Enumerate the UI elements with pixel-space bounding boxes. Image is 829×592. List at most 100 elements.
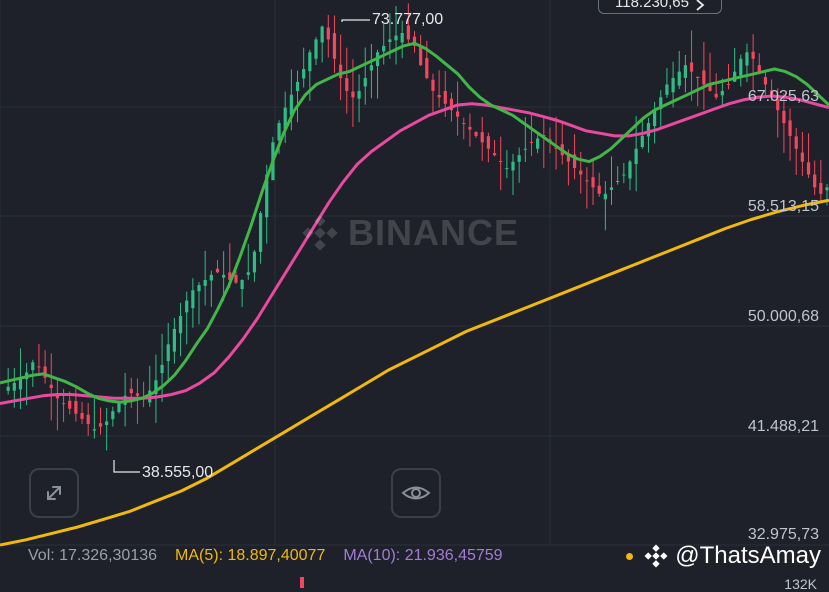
candle-body — [486, 136, 490, 149]
ma-fast-line — [0, 41, 829, 404]
candle-body — [98, 423, 103, 427]
candle-body — [708, 83, 712, 91]
price-axis-label: 67.025,63 — [747, 88, 819, 105]
candle-body — [794, 136, 798, 149]
candle-body — [265, 174, 269, 218]
candle-body — [733, 71, 737, 82]
candle-body — [191, 290, 195, 309]
high-annotation-leader — [341, 19, 370, 22]
candle-body — [289, 94, 293, 116]
price-axis-label: 32.975,73 — [747, 526, 819, 543]
candle-body — [720, 90, 724, 96]
candle-body — [757, 65, 761, 72]
candle-body — [449, 98, 454, 111]
candle-body — [751, 51, 755, 59]
candle-body — [689, 62, 694, 72]
candle-body — [776, 98, 780, 111]
candle-body — [800, 152, 804, 162]
candle-body — [702, 70, 706, 85]
candle-body — [443, 91, 447, 104]
ma10-value: MA(10): 21.936,45759 — [343, 547, 503, 564]
low-price-annotation: 38.555,00 — [142, 464, 214, 481]
candle-body — [6, 386, 10, 391]
candle-body — [49, 384, 53, 389]
expand-button[interactable] — [29, 468, 79, 518]
candle-body — [763, 77, 768, 85]
candle-body — [609, 187, 614, 190]
candle-body — [178, 316, 183, 334]
binance-logo-icon — [302, 215, 338, 251]
candle-body — [554, 147, 558, 149]
candle-body — [228, 272, 232, 280]
candle-body — [585, 180, 589, 182]
candle-body — [215, 268, 220, 273]
candle-body — [677, 71, 681, 86]
candle-body — [234, 274, 238, 283]
candle-body — [739, 58, 743, 76]
candle-body — [400, 33, 404, 43]
candle-body — [566, 153, 571, 162]
candle-body — [431, 79, 435, 91]
candle-body — [154, 380, 158, 395]
candle-body — [302, 69, 306, 79]
candle-body — [425, 58, 429, 79]
candle-body — [363, 78, 367, 87]
candle-body — [222, 274, 226, 278]
candle-body — [591, 177, 595, 188]
expand-icon — [47, 486, 61, 500]
candle-body — [246, 272, 250, 275]
price-axis-label: 50.000,68 — [747, 308, 819, 325]
volume-axis-label: 132K — [784, 576, 817, 592]
candle-body — [197, 285, 201, 292]
candle-body — [86, 414, 90, 425]
watermark-text: BINANCE — [348, 212, 520, 253]
candle-body — [258, 213, 263, 252]
candle-body — [369, 65, 374, 71]
binance-watermark: BINANCE — [300, 212, 519, 254]
candle-body — [308, 52, 312, 72]
current-price-value: 118.230,65 — [615, 0, 689, 11]
ma5-value: MA(5): 18.897,40077 — [175, 547, 326, 564]
candle-body — [326, 27, 330, 40]
candle-body — [252, 251, 257, 273]
candle-body — [523, 148, 527, 150]
candle-body — [332, 33, 337, 59]
candle-body — [185, 300, 189, 313]
candle-body — [339, 64, 343, 79]
visibility-button[interactable] — [391, 468, 441, 518]
candle-body — [788, 120, 792, 136]
candle-body — [468, 126, 472, 130]
candle-body — [462, 123, 466, 125]
candle-body — [819, 183, 823, 194]
candle-body — [634, 148, 638, 165]
candle-body — [653, 110, 657, 127]
candle-body — [388, 39, 392, 43]
creator-watermark: @ThatsAmay — [626, 542, 821, 570]
candle-body — [74, 401, 78, 414]
candle-body — [782, 110, 786, 124]
candle-body — [351, 91, 355, 98]
candle-body — [640, 135, 644, 148]
candle-body — [314, 39, 318, 59]
candle-body — [769, 90, 774, 98]
candle-body — [726, 83, 731, 85]
candle-body — [135, 393, 140, 396]
candle-body — [628, 161, 632, 179]
ma-slow-line — [0, 198, 829, 547]
candle-body — [683, 65, 687, 78]
candle-body — [665, 84, 669, 95]
candle-body — [714, 93, 718, 98]
candle-body — [12, 382, 16, 391]
candle-body — [277, 123, 281, 141]
high-price-annotation: 73.777,00 — [372, 11, 444, 28]
candle-body — [129, 388, 133, 394]
candle-body — [597, 185, 601, 194]
candle-body — [18, 377, 23, 390]
candle-body — [55, 393, 60, 399]
low-annotation-leader — [113, 460, 140, 473]
candle-body — [492, 153, 497, 156]
current-price-badge[interactable]: 118.230,65 — [598, 0, 722, 14]
candle-body — [419, 45, 423, 66]
